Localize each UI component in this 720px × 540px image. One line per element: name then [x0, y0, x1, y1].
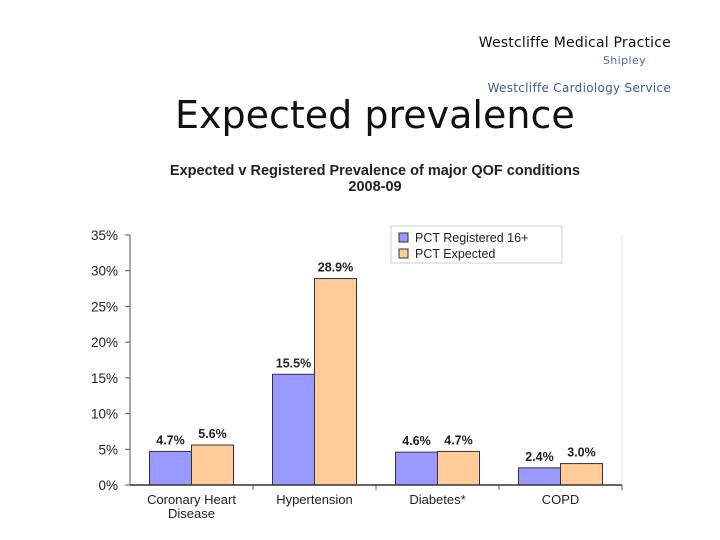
bar	[314, 278, 357, 486]
data-label: 28.9%	[318, 261, 353, 275]
chart-subtitle: 2008-09	[348, 179, 401, 195]
bar	[437, 450, 480, 486]
data-label: 4.7%	[156, 433, 185, 447]
x-category-label: Diabetes*	[409, 492, 465, 507]
y-tick-label: 5%	[98, 442, 118, 457]
y-tick-label: 0%	[98, 478, 118, 493]
practice-location: Shipley	[602, 54, 646, 67]
y-tick-label: 15%	[91, 371, 118, 386]
legend-label: PCT Expected	[415, 247, 495, 261]
data-label: 3.0%	[567, 446, 596, 460]
y-tick-label: 35%	[91, 228, 118, 243]
x-category-label: Coronary Heart	[147, 492, 236, 507]
y-tick-label: 30%	[91, 264, 118, 279]
bar	[191, 444, 234, 486]
data-label: 15.5%	[276, 356, 311, 370]
x-category-label: COPD	[542, 492, 580, 507]
data-label: 4.6%	[402, 434, 431, 448]
y-tick-label: 25%	[91, 299, 118, 314]
legend-label: PCT Registered 16+	[415, 231, 528, 245]
practice-name: Westcliffe Medical Practice	[478, 35, 671, 51]
bar	[272, 373, 315, 486]
chart-title: Expected v Registered Prevalence of majo…	[170, 163, 580, 179]
y-tick-label: 10%	[91, 407, 118, 422]
data-label: 2.4%	[525, 450, 554, 464]
service-name: Westcliffe Cardiology Service	[487, 81, 671, 95]
slide-title: Expected prevalence	[175, 93, 575, 137]
bar	[395, 451, 438, 486]
legend-swatch	[398, 232, 409, 243]
legend-swatch	[398, 248, 409, 259]
data-label: 5.6%	[198, 427, 227, 441]
x-category-label: Disease	[168, 506, 215, 521]
bar	[149, 450, 192, 486]
legend-box	[390, 225, 563, 264]
x-category-label: Hypertension	[276, 492, 353, 507]
y-tick-label: 20%	[91, 335, 118, 350]
bar	[518, 467, 561, 486]
data-label: 4.7%	[444, 433, 473, 447]
bar	[560, 463, 603, 486]
